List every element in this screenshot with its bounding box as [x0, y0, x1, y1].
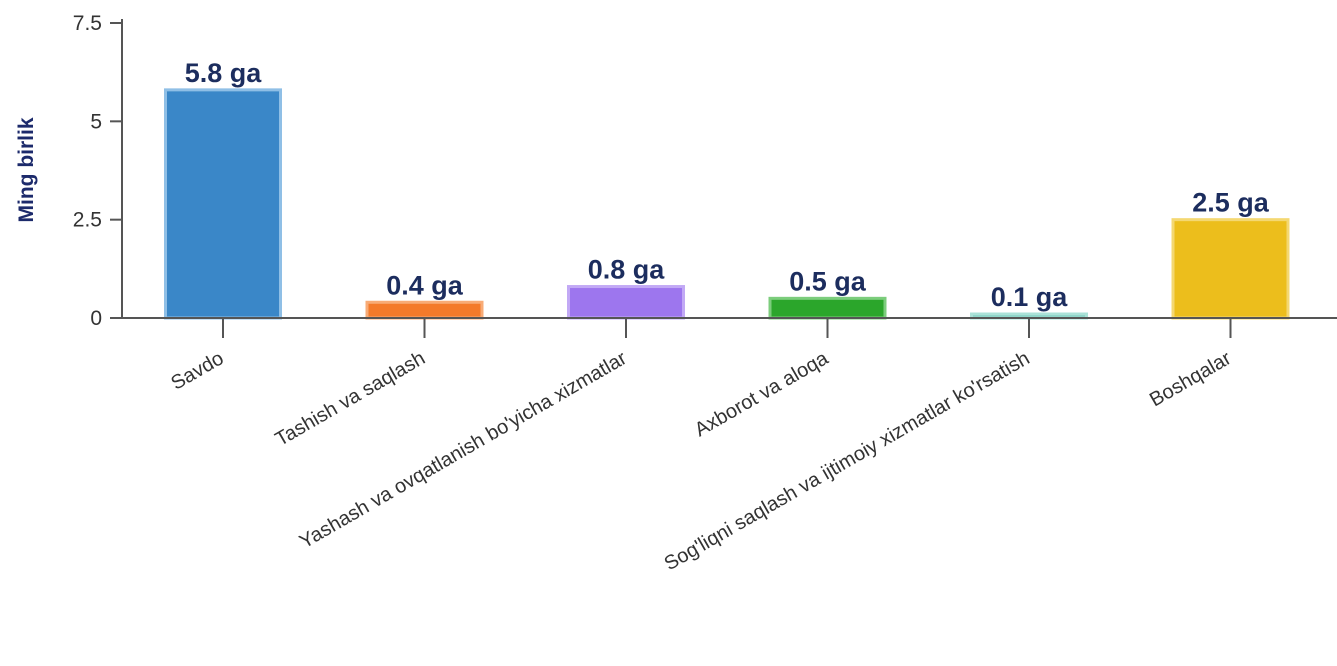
data-label: 0.5 ga [789, 266, 867, 296]
x-tick-label: Yashash va ovqatlanish bo'yicha xizmatla… [296, 347, 631, 553]
x-tick-label: Tashish va saqlash [272, 347, 429, 451]
data-label: 0.8 ga [588, 255, 666, 285]
bar [1171, 218, 1290, 320]
x-tick-label: Savdo [167, 347, 227, 394]
y-tick-label: 0 [90, 307, 102, 330]
bar [567, 285, 685, 320]
y-axis: 0 2.5 5 7.5 [73, 12, 123, 330]
x-tick-label: Boshqalar [1146, 347, 1235, 411]
x-tick-label: Axborot va aloqa [691, 347, 833, 442]
data-label: 0.1 ga [991, 282, 1069, 312]
data-label: 0.4 ga [386, 270, 464, 300]
x-tick-label: Sog'liqni saqlash va ijtimoiy xizmatlar … [661, 347, 1034, 575]
data-label: 2.5 ga [1192, 188, 1270, 218]
bar [768, 296, 887, 320]
bar [365, 300, 484, 320]
bar [164, 88, 282, 320]
y-tick-label: 5 [90, 110, 102, 133]
y-axis-label: Ming birlik [15, 117, 38, 222]
y-tick-label: 7.5 [73, 12, 102, 35]
data-labels-group: 5.8 ga 0.4 ga 0.8 ga 0.5 ga 0.1 ga 2.5 ga [185, 58, 1270, 312]
data-label: 5.8 ga [185, 58, 263, 88]
bars-group [164, 88, 1290, 320]
y-tick-label: 2.5 [73, 209, 102, 232]
